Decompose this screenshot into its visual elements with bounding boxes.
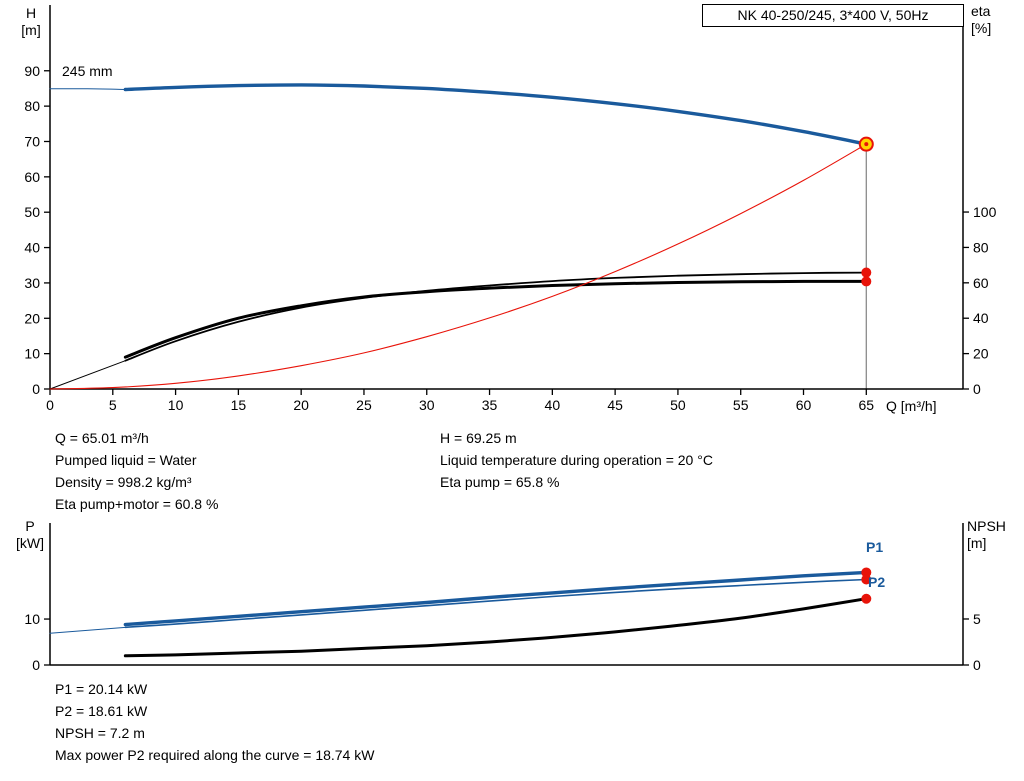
tick-label: 20 [973,346,989,362]
series-npsh [123,597,868,658]
eta-pump-point [861,267,872,278]
result-p2: P2 = 18.61 kW [55,703,148,719]
tick-label: 5 [973,611,981,627]
tick-label: 35 [482,397,498,413]
results-block: P1 = 20.14 kW P2 = 18.61 kW NPSH = 7.2 m… [55,678,374,766]
result-npsh: NPSH = 7.2 m [55,725,145,741]
info-pumped-liquid: Pumped liquid = Water [55,452,197,468]
tick-label: 60 [973,275,989,291]
tick-label: 5 [109,397,117,413]
p-axis-title-symbol: P [25,518,35,534]
npsh-point [861,593,872,604]
tick-label: 65 [859,397,875,413]
duty-point-center [864,142,869,147]
tick-label: 40 [973,310,989,326]
series-system-curve [49,143,867,390]
eta-pump-motor-point [861,276,872,287]
info-eta-pump-motor: Eta pump+motor = 60.8 % [55,496,219,512]
series-p2-lead [49,626,126,634]
pump-title-box: NK 40-250/245, 3*400 V, 50Hz [702,4,964,27]
tick-label: 25 [356,397,372,413]
p2-curve-label: P2 [868,574,886,590]
tick-label: 0 [32,657,40,673]
npsh-axis-title-symbol: NPSH [967,518,1006,534]
tick-label: 60 [24,169,40,185]
tick-label: 45 [607,397,623,413]
tick-label: 15 [231,397,247,413]
tick-label: 10 [168,397,184,413]
info-head: H = 69.25 m [440,430,517,446]
info-flow: Q = 65.01 m³/h [55,430,149,446]
h-axis-title-unit: [m] [21,22,41,38]
tick-label: 100 [973,204,997,220]
tick-label: 0 [46,397,54,413]
series-eta-pump-motor [123,279,868,359]
series-p2 [124,578,868,629]
h-axis-title: H [m] [13,5,49,39]
eta-axis-title: eta [%] [971,3,991,37]
q-axis-title: Q [m³/h] [886,398,937,414]
tick-label: 80 [24,98,40,114]
tick-label: 60 [796,397,812,413]
info-density: Density = 998.2 kg/m³ [55,474,192,490]
tick-label: 50 [670,397,686,413]
duty-info-right: H = 69.25 m Liquid temperature during op… [440,427,713,493]
h-axis-title-symbol: H [25,5,37,21]
series-head-245mm-lead [49,88,126,90]
duty-info-left: Q = 65.01 m³/h Pumped liquid = Water Den… [55,427,218,515]
tick-label: 0 [32,381,40,397]
series-head-245mm [123,83,868,146]
info-liquid-temperature: Liquid temperature during operation = 20… [440,452,713,468]
series-p1 [123,570,868,627]
p1-point [861,567,872,578]
tick-label: 30 [419,397,435,413]
p-axis-title-unit: [kW] [16,535,44,551]
impeller-diameter-label: 245 mm [62,63,113,79]
tick-label: 30 [24,275,40,291]
tick-label: 80 [973,239,989,255]
tick-label: 20 [24,310,40,326]
p-axis-title: P [kW] [11,518,49,552]
tick-label: 10 [24,611,40,627]
power-npsh-chart: 0 10 0 5 [24,523,981,673]
info-eta-pump: Eta pump = 65.8 % [440,474,560,490]
hq-eta-chart: 0 5 10 15 20 25 30 35 40 45 50 55 60 65 0 10 20 30 40 50 60 7… [24,5,997,413]
tick-label: 90 [24,63,40,79]
p2-point [861,574,872,585]
tick-label: 40 [24,240,40,256]
result-max-power: Max power P2 required along the curve = … [55,747,375,763]
tick-label: 0 [973,381,981,397]
tick-label: 70 [24,133,40,149]
tick-label: 55 [733,397,749,413]
npsh-axis-title: NPSH [m] [967,518,1006,552]
npsh-axis-title-unit: [m] [967,535,987,551]
result-p1: P1 = 20.14 kW [55,681,148,697]
tick-label: 10 [24,346,40,362]
eta-axis-title-unit: [%] [971,20,992,36]
tick-label: 20 [293,397,309,413]
p1-curve-label: P1 [866,539,884,555]
tick-label: 50 [24,204,40,220]
tick-label: 40 [545,397,561,413]
eta-axis-title-symbol: eta [971,3,991,19]
tick-label: 0 [973,657,981,673]
series-eta-pump [124,271,868,362]
series-eta-lead [49,360,126,390]
